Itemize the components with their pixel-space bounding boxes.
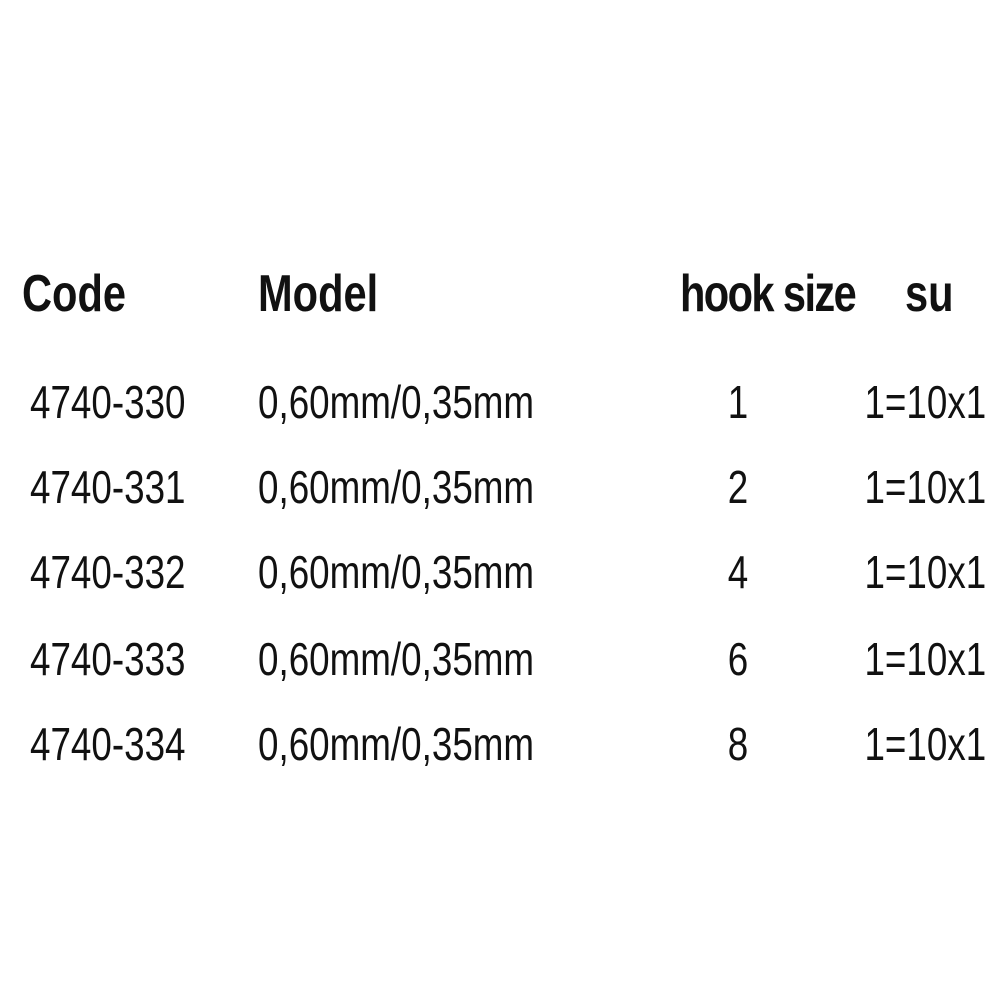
cell-su: 1=10x1 [864,718,986,770]
cell-code: 4740-331 [30,461,186,513]
cell-model: 0,60mm/0,35mm [258,633,535,685]
header-code: Code [22,265,126,323]
cell-model: 0,60mm/0,35mm [258,718,535,770]
cell-model: 0,60mm/0,35mm [258,546,535,598]
cell-model: 0,60mm/0,35mm [258,461,535,513]
cell-code: 4740-334 [30,718,186,770]
cell-su: 1=10x1 [864,461,986,513]
cell-hook-size: 8 [727,718,749,770]
cell-code: 4740-330 [30,376,186,428]
header-hook-size: hook size [680,265,857,323]
cell-hook-size: 6 [727,633,749,685]
cell-model: 0,60mm/0,35mm [258,376,535,428]
header-model: Model [258,265,379,323]
cell-su: 1=10x1 [864,633,986,685]
header-su: su [905,265,954,323]
cell-hook-size: 2 [727,461,749,513]
cell-hook-size: 4 [727,546,749,598]
cell-code: 4740-333 [30,633,186,685]
cell-su: 1=10x1 [864,376,986,428]
cell-su: 1=10x1 [864,546,986,598]
cell-hook-size: 1 [727,376,749,428]
cell-code: 4740-332 [30,546,186,598]
